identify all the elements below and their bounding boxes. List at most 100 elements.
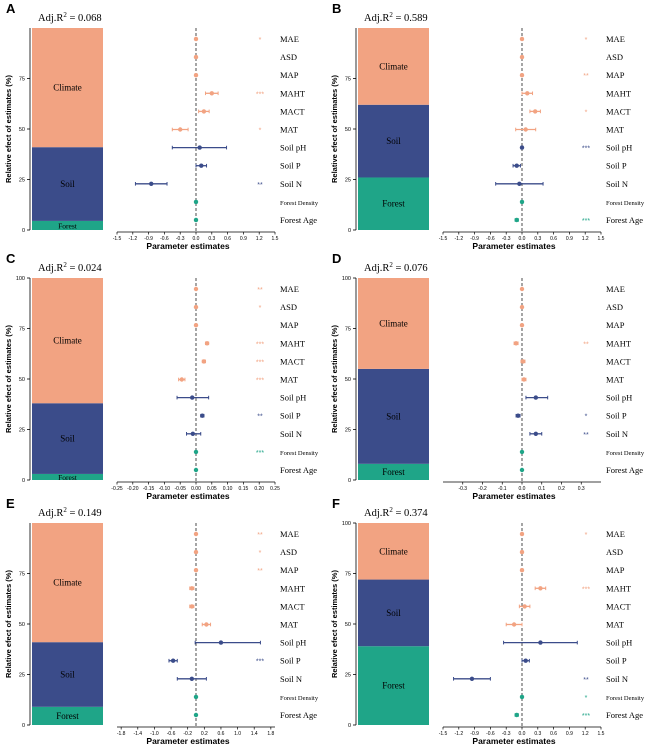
variable-label: MAT — [606, 125, 625, 135]
estimate-point — [209, 91, 214, 96]
x-tick-label: -0.9 — [470, 731, 479, 737]
stack-label-soil: Soil — [386, 608, 401, 618]
stack-y-tick-label: 0 — [22, 478, 25, 484]
estimate-point — [193, 467, 199, 473]
variable-label: MACT — [606, 106, 631, 116]
variable-label: MAE — [606, 284, 625, 294]
x-tick-label: -0.6 — [486, 731, 495, 737]
stack-segment-soil — [358, 579, 429, 647]
significance-marker: ** — [257, 568, 263, 575]
estimate-point — [193, 217, 199, 223]
variable-label: MAHT — [606, 583, 632, 593]
y-axis-title: Relative efect of estimates (%) — [330, 75, 339, 183]
x-tick-label: -0.05 — [174, 486, 186, 492]
x-tick-label: -0.25 — [111, 486, 123, 492]
stack-label-soil: Soil — [60, 179, 75, 189]
stack-y-tick-label: 25 — [19, 428, 25, 434]
panel-letter: C — [6, 251, 16, 266]
estimate-point — [179, 377, 184, 382]
x-tick-label: 0.00 — [191, 486, 201, 492]
estimate-point — [519, 467, 525, 473]
adj-r2-label: Adj.R2 = 0.068 — [38, 11, 102, 24]
x-tick-label: 0.9 — [240, 236, 247, 242]
panel-letter: F — [332, 496, 340, 511]
estimate-point — [193, 449, 199, 455]
estimate-point — [511, 622, 517, 627]
variable-label: Forest Age — [280, 215, 317, 225]
x-tick-label: -0.6 — [167, 731, 176, 737]
x-tick-label: 1.5 — [272, 236, 279, 242]
stack-label-forest: Forest — [56, 711, 79, 721]
stack-segment-forest — [32, 473, 103, 480]
stack-segment-forest — [358, 463, 429, 480]
significance-marker: *** — [256, 91, 264, 98]
estimate-point — [519, 449, 525, 455]
estimate-point — [515, 413, 521, 418]
stack-y-tick-label: 25 — [345, 673, 351, 679]
stack-segment-climate — [32, 28, 103, 148]
variable-label: MACT — [606, 601, 631, 611]
x-tick-label: 0.05 — [207, 486, 217, 492]
stack-segment-soil — [32, 642, 103, 707]
estimate-point — [201, 109, 207, 114]
stack-segment-soil — [32, 403, 103, 474]
x-tick-label: 0.0 — [519, 236, 526, 242]
adj-r2-label: Adj.R2 = 0.374 — [364, 506, 428, 519]
stack-y-tick-label: 25 — [19, 673, 25, 679]
x-tick-label: -1.5 — [113, 236, 122, 242]
stack-y-tick-label: 75 — [19, 77, 25, 83]
variable-label: Forest Age — [280, 465, 317, 475]
adj-r2-label: Adj.R2 = 0.024 — [38, 261, 102, 274]
estimate-point — [523, 127, 528, 132]
variable-label: Soil P — [280, 411, 301, 421]
significance-marker: ** — [257, 287, 263, 294]
x-tick-label: -0.9 — [470, 236, 479, 242]
variable-label: MAP — [606, 565, 625, 575]
significance-marker: *** — [256, 341, 264, 348]
variable-label: Soil N — [606, 429, 628, 439]
stack-label-soil: Soil — [386, 411, 401, 421]
stack-y-tick-label: 75 — [19, 327, 25, 333]
variable-label: MAE — [606, 34, 625, 44]
significance-marker: * — [585, 695, 588, 702]
estimate-point — [514, 712, 519, 718]
variable-label: Soil pH — [606, 143, 632, 153]
x-tick-label: 0.6 — [550, 236, 557, 242]
stack-label-soil: Soil — [60, 670, 75, 680]
significance-marker: ** — [257, 414, 263, 421]
variable-label: Soil N — [280, 179, 302, 189]
x-tick-label: -0.2 — [183, 731, 192, 737]
significance-marker: * — [585, 532, 588, 539]
significance-marker: ** — [257, 532, 263, 539]
variable-label: Forest Density — [280, 200, 319, 207]
estimate-point — [200, 413, 205, 418]
variable-label: Soil N — [280, 674, 302, 684]
stack-label-soil: Soil — [60, 434, 75, 444]
x-tick-label: 0.25 — [270, 486, 280, 492]
significance-marker: ** — [583, 677, 589, 684]
estimate-point — [149, 181, 154, 186]
stack-y-tick-label: 0 — [348, 228, 351, 234]
estimate-point — [532, 109, 538, 114]
y-axis-title: Relative efect of estimates (%) — [4, 75, 13, 183]
stack-y-tick-label: 75 — [19, 572, 25, 578]
stack-y-tick-label: 0 — [22, 228, 25, 234]
x-tick-label: -1.4 — [133, 731, 142, 737]
x-tick-label: -1.0 — [150, 731, 159, 737]
x-tick-label: 0.2 — [558, 486, 565, 492]
estimate-point — [519, 549, 525, 555]
estimate-point — [525, 91, 530, 96]
estimate-point — [519, 531, 525, 537]
estimate-point — [519, 73, 525, 78]
estimate-point — [197, 145, 202, 150]
significance-marker: ** — [583, 341, 589, 348]
x-tick-label: 0.6 — [224, 236, 231, 242]
x-tick-label: -0.15 — [143, 486, 155, 492]
estimate-point — [514, 217, 519, 223]
significance-marker: * — [259, 550, 262, 557]
variable-label: ASD — [280, 302, 297, 312]
variable-label: MAHT — [280, 88, 306, 98]
estimate-point — [517, 181, 522, 186]
estimate-point — [193, 199, 199, 205]
